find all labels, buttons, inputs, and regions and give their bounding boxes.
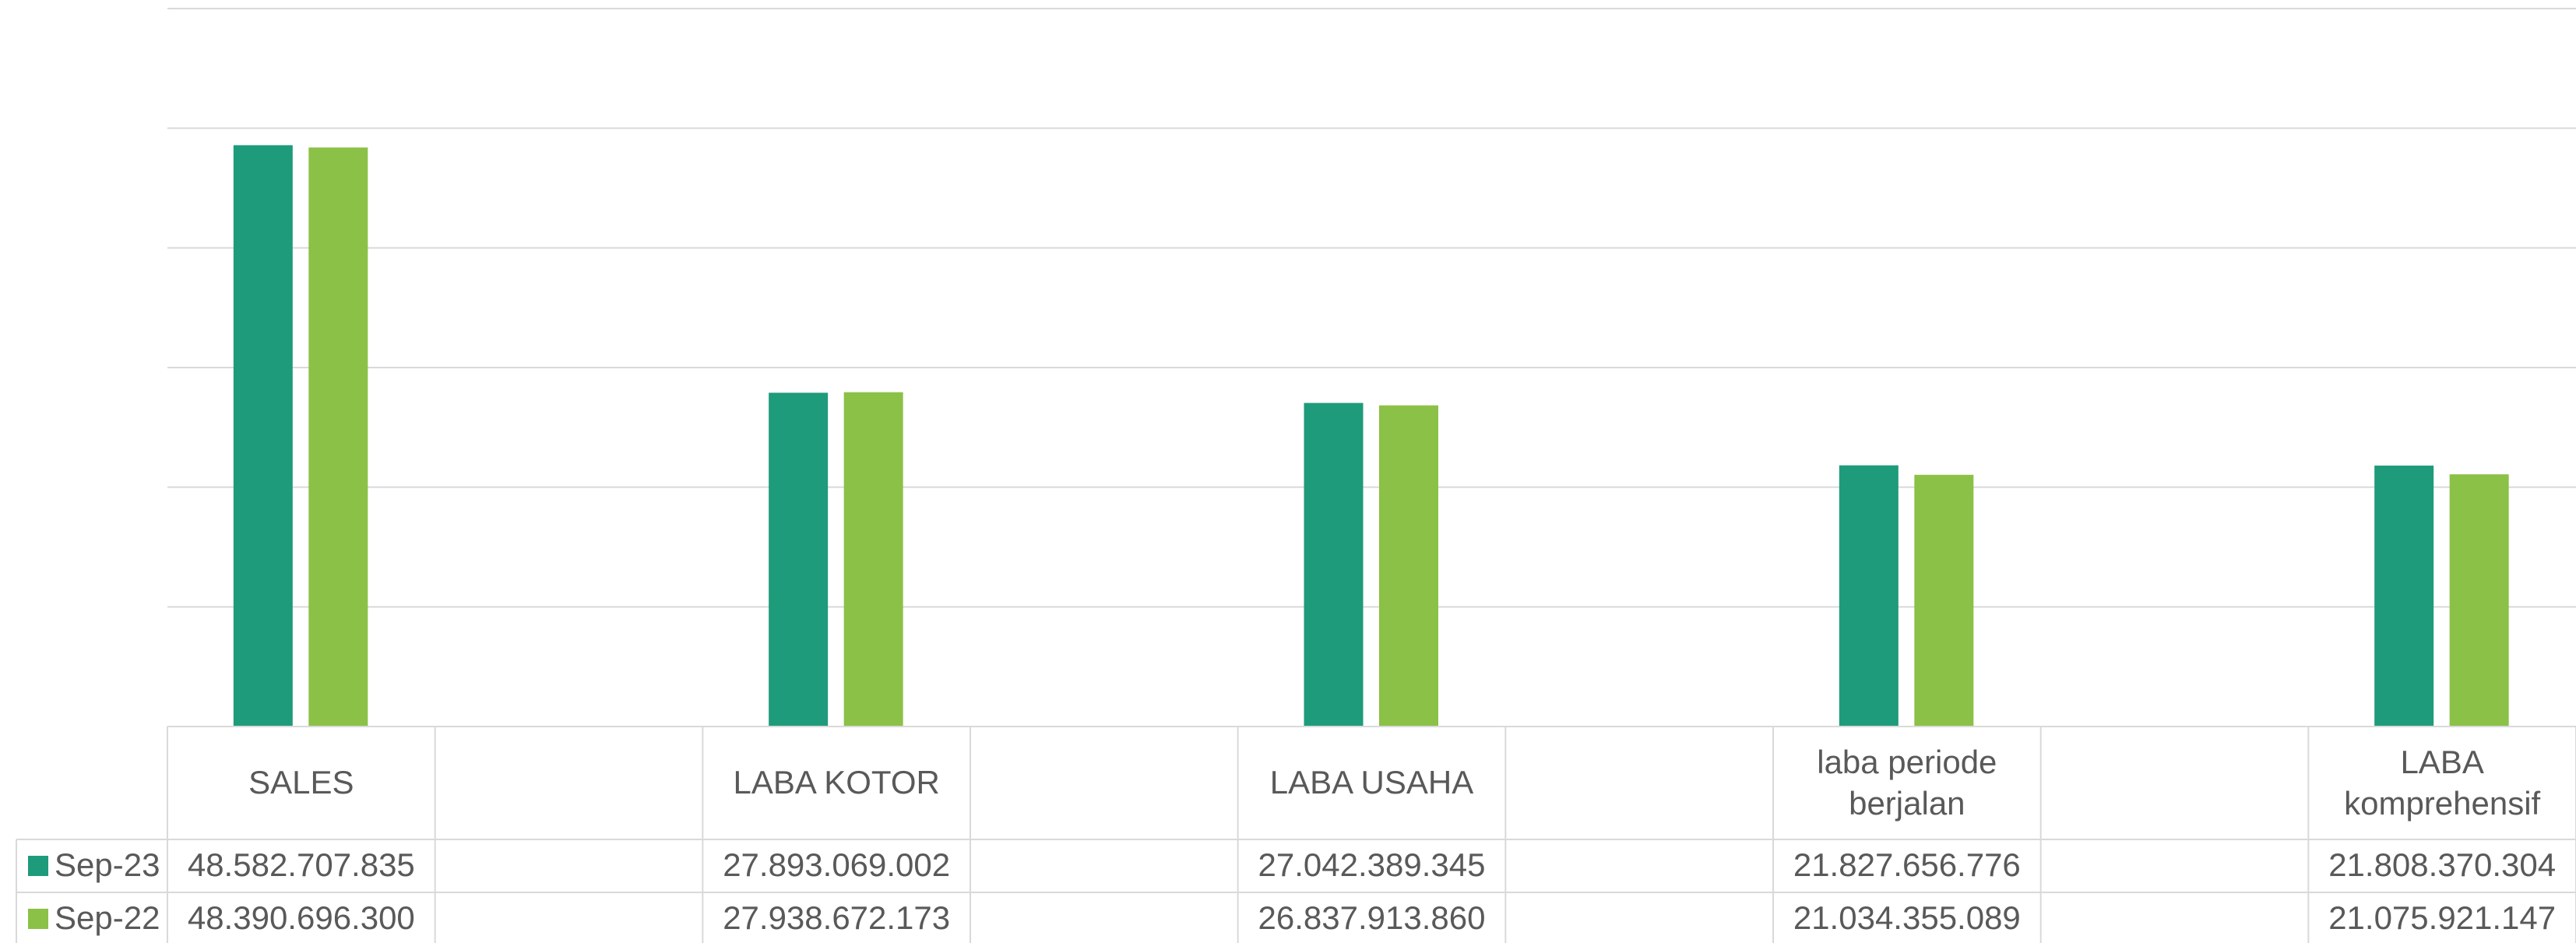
legend-label: Sep-22 bbox=[55, 899, 160, 936]
bar bbox=[1379, 405, 1438, 727]
category-label: LABA komprehensif bbox=[2344, 744, 2541, 822]
category-label: LABA KOTOR bbox=[733, 764, 940, 801]
bar bbox=[843, 392, 903, 727]
legend-key bbox=[28, 909, 48, 929]
bar bbox=[1839, 465, 1899, 727]
value-label: 48.582.707.835 bbox=[188, 846, 415, 883]
legend-label: Sep-23 bbox=[55, 846, 160, 883]
value-label: 21.827.656.776 bbox=[1793, 846, 2021, 883]
category-label: SALES bbox=[248, 764, 354, 801]
value-label: 21.075.921.147 bbox=[2328, 899, 2556, 936]
category-label: LABA USAHA bbox=[1269, 764, 1474, 801]
legend-key bbox=[28, 856, 48, 876]
bar bbox=[308, 147, 368, 727]
bar bbox=[769, 392, 829, 727]
category-label: laba periode berjalan bbox=[1817, 744, 1997, 822]
bar bbox=[233, 145, 293, 727]
bar bbox=[1914, 474, 1974, 727]
value-label: 48.390.696.300 bbox=[188, 899, 415, 936]
bar bbox=[1304, 403, 1364, 727]
value-label: 27.938.672.173 bbox=[723, 899, 950, 936]
value-label: 26.837.913.860 bbox=[1258, 899, 1486, 936]
value-label: 27.042.389.345 bbox=[1258, 846, 1486, 883]
bar bbox=[2374, 465, 2434, 727]
value-label: 21.808.370.304 bbox=[2328, 846, 2556, 883]
value-label: 21.034.355.089 bbox=[1793, 899, 2021, 936]
bar bbox=[2449, 474, 2509, 727]
value-label: 27.893.069.002 bbox=[723, 846, 950, 883]
